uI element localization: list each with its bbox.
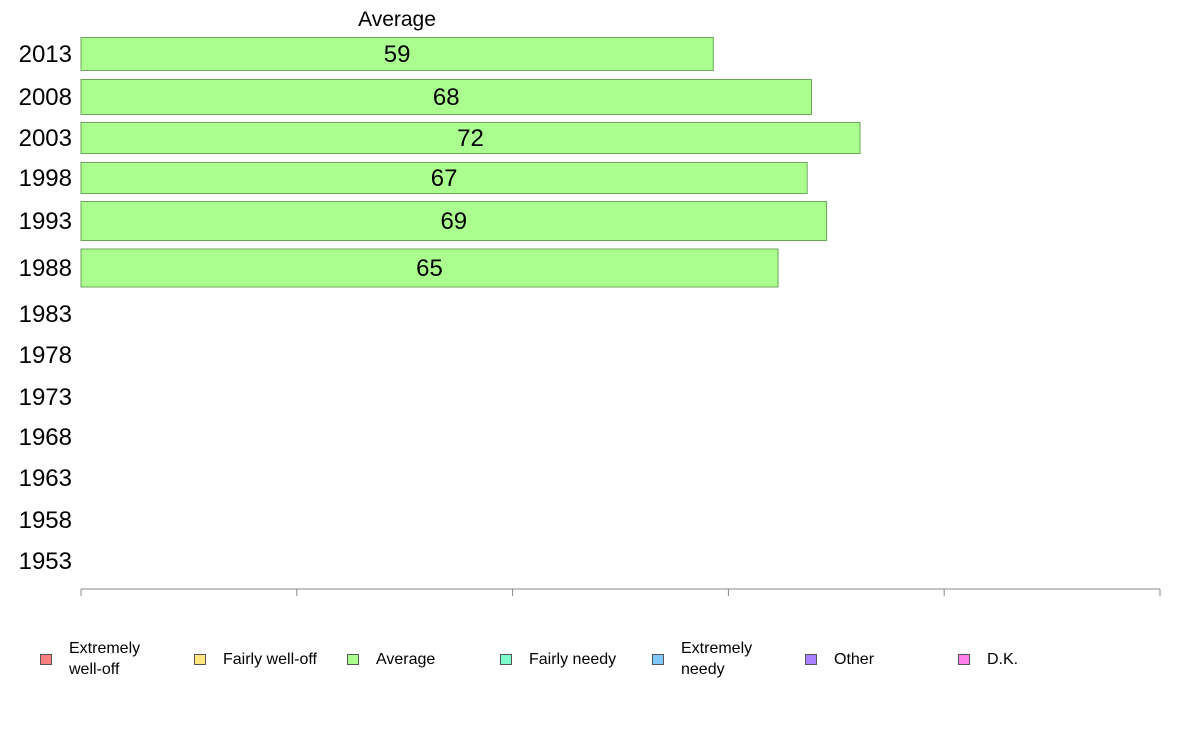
legend-label: Average (376, 650, 436, 668)
bar-value-label: 65 (416, 255, 443, 282)
legend: Extremely well-off Fairly well-off Avera… (0, 636, 1188, 686)
legend-label: Fairly needy (529, 650, 617, 668)
bar (80, 79, 812, 115)
legend-label: Extremely needy (681, 640, 753, 678)
y-tick-label: 1973 (19, 384, 72, 411)
legend-item-average: Average (347, 636, 435, 682)
y-tick-label: 2008 (19, 84, 72, 111)
y-tick-label: 1958 (19, 507, 72, 534)
legend-item-dk: D.K. (958, 636, 1018, 682)
legend-swatch (347, 653, 359, 665)
bar (80, 37, 714, 71)
legend-item-other: Other (805, 636, 874, 682)
y-tick-label: 1998 (19, 165, 72, 192)
bar (80, 122, 861, 154)
legend-item-fairly-well-off: Fairly well-off (194, 636, 317, 682)
y-tick-label: 1953 (19, 548, 72, 575)
legend-swatch (652, 653, 664, 665)
legend-label: Fairly well-off (223, 650, 317, 668)
bar-value-labels: 59 68 72 67 69 65 (384, 41, 484, 282)
bars (80, 37, 861, 288)
bar (80, 248, 779, 288)
x-axis: 020406080100 (80, 588, 1161, 596)
legend-label: D.K. (987, 650, 1019, 668)
legend-label: Extremely well-off (69, 640, 141, 678)
bar (80, 162, 808, 194)
y-tick-label: 1978 (19, 342, 72, 369)
y-tick-label: 1968 (19, 424, 72, 451)
y-tick-label: 2003 (19, 125, 72, 152)
legend-item-fairly-needy: Fairly needy (500, 636, 616, 682)
y-tick-label: 1993 (19, 208, 72, 235)
chart-title: Average (358, 8, 436, 31)
legend-swatch (805, 653, 817, 665)
bar-value-label: 67 (431, 165, 458, 192)
bar-value-label: 69 (440, 208, 467, 235)
bar-value-label: 59 (384, 41, 411, 68)
bar (80, 201, 828, 241)
legend-swatch (958, 653, 970, 665)
y-tick-label: 1988 (19, 255, 72, 282)
legend-swatch (40, 653, 52, 665)
chart: Average 2013 2008 2003 1998 1993 1988 1983 1978… (19, 8, 1161, 596)
legend-swatch (194, 653, 206, 665)
y-tick-label: 1963 (19, 465, 72, 492)
legend-item-extremely-needy: Extremely needy (652, 636, 752, 682)
y-tick-label: 1983 (19, 301, 72, 328)
legend-label: Other (834, 650, 875, 668)
y-tick-labels: 2013 2008 2003 1998 1993 1988 1983 1978 1973 1968… (19, 41, 72, 575)
bar-value-label: 72 (457, 125, 484, 152)
legend-swatch (500, 653, 512, 665)
legend-item-extremely-well-off: Extremely well-off (40, 636, 140, 682)
bar-value-label: 68 (433, 84, 460, 111)
y-tick-label: 2013 (19, 41, 72, 68)
